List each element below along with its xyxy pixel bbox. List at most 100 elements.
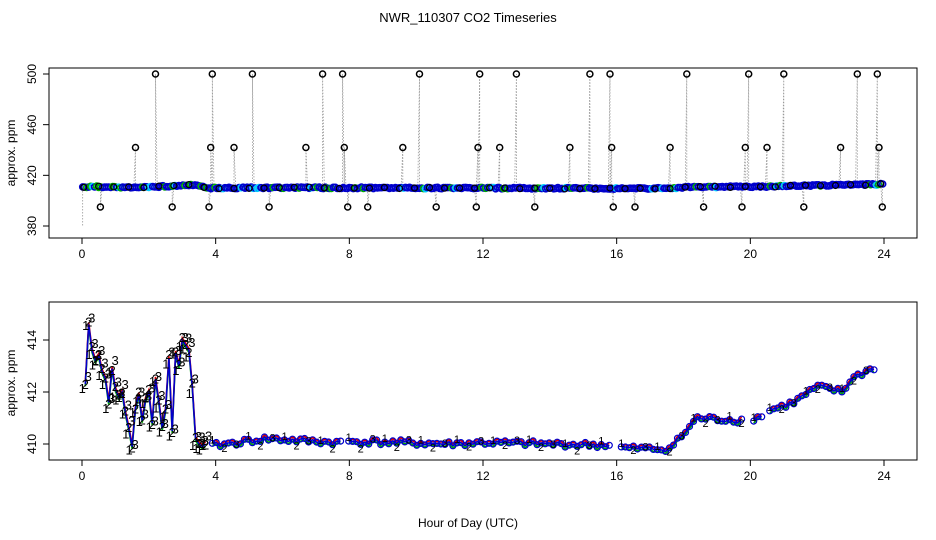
bottom-point	[220, 440, 228, 448]
top-spike-point	[666, 143, 674, 152]
bottom-point	[770, 405, 778, 413]
bottom-point	[453, 439, 461, 447]
bottom-point	[806, 385, 814, 394]
bottom-series-marker-2: 2	[430, 443, 436, 455]
bottom-series-marker-2: 2	[152, 372, 159, 387]
top-spike-point	[836, 143, 845, 152]
bottom-point	[802, 390, 810, 399]
bottom-point	[721, 417, 730, 425]
bottom-point	[357, 440, 365, 448]
bottom-point	[705, 413, 714, 421]
bottom-series-marker-1: 1	[562, 438, 568, 450]
top-raw-point	[666, 185, 674, 193]
bottom-point	[778, 401, 786, 409]
bottom-point	[485, 439, 493, 447]
bottom-y-tick-label: 412	[25, 382, 39, 402]
top-x-tick-label: 16	[610, 247, 624, 261]
bottom-point	[858, 372, 866, 380]
top-x-tick-label: 12	[476, 247, 490, 261]
bottom-series-marker-3: 3	[118, 386, 125, 401]
bottom-y-axis-label: approx. ppm	[4, 350, 18, 417]
bottom-point	[689, 417, 698, 425]
top-spike-point	[363, 203, 372, 211]
top-y-axis: 380 420 460 500	[25, 64, 50, 236]
top-x-tick-label: 20	[744, 247, 758, 261]
bottom-point	[413, 441, 421, 449]
bottom-series-marker-1: 1	[79, 381, 86, 396]
bottom-point	[425, 439, 433, 447]
top-raw-point	[441, 184, 449, 192]
bottom-series-marker-3: 3	[406, 434, 412, 446]
bottom-series-marker-1: 1	[142, 390, 149, 405]
top-spike-point	[853, 70, 862, 78]
bottom-point	[846, 378, 854, 386]
bottom-series-marker-3: 3	[198, 429, 205, 444]
bottom-point	[208, 439, 216, 447]
bottom-series-marker-2: 2	[165, 347, 172, 362]
bottom-series-marker-1: 1	[109, 389, 116, 404]
top-spike-point	[151, 70, 160, 78]
bottom-point	[224, 439, 232, 447]
top-panel: 0 4 8 12 16 20 24 380 420 460 500 approx. ppm	[4, 64, 918, 261]
top-spike-point	[531, 203, 539, 211]
top-raw-point	[501, 184, 509, 192]
top-spike-point	[206, 143, 215, 152]
bottom-series-marker-1: 1	[105, 365, 112, 380]
top-raw-point	[155, 182, 163, 190]
bottom-point	[798, 392, 806, 400]
bottom-point	[465, 439, 473, 447]
bottom-point	[417, 439, 425, 447]
top-spike-point	[699, 203, 708, 211]
bottom-series-marker-1: 1	[839, 383, 845, 395]
top-raw-point	[350, 184, 358, 192]
bottom-series-line-1	[621, 417, 743, 455]
bottom-point	[661, 447, 670, 455]
bottom-x-tick-label: 20	[744, 469, 758, 483]
bottom-point	[601, 443, 609, 451]
bottom-series-marker-2: 2	[815, 384, 821, 396]
bottom-series-marker-2: 2	[155, 393, 162, 408]
top-spike-point	[318, 70, 327, 78]
top-x-tick-label: 0	[79, 247, 86, 261]
bottom-point	[565, 441, 573, 449]
top-raw-point	[591, 185, 599, 193]
bottom-series-marker-2: 2	[574, 445, 580, 457]
bottom-series-marker-1: 1	[92, 353, 99, 368]
bottom-point	[429, 440, 437, 448]
bottom-series-marker-3: 3	[188, 335, 195, 350]
bottom-series-marker-3: 3	[165, 397, 172, 412]
top-spike-point	[878, 203, 887, 211]
bottom-point	[685, 422, 694, 431]
bottom-series-marker-3: 3	[678, 431, 684, 443]
top-spike-point	[230, 143, 238, 152]
bottom-point	[509, 438, 517, 446]
x-axis-label: Hour of Day (UTC)	[418, 516, 518, 530]
bottom-point	[838, 388, 846, 396]
bottom-series-marker-3: 3	[121, 377, 128, 392]
bottom-panel: 1231231231231231231231231231231231231231…	[4, 301, 918, 483]
top-raw-point	[786, 181, 795, 189]
bottom-series-marker-2: 2	[179, 330, 186, 345]
bottom-series-marker-2: 2	[172, 345, 179, 360]
top-raw-point	[771, 183, 780, 191]
bottom-point	[866, 365, 874, 373]
bottom-point	[766, 407, 774, 415]
top-raw-point	[80, 183, 88, 191]
top-raw-point	[846, 181, 855, 189]
bottom-point	[617, 443, 625, 451]
top-spike-point	[432, 203, 440, 211]
bottom-series-marker-1: 1	[654, 441, 660, 453]
bottom-point	[497, 438, 505, 446]
bottom-point	[236, 440, 244, 448]
top-raw-point	[275, 184, 283, 192]
bottom-series-marker-1: 1	[115, 390, 122, 405]
bottom-series-marker-1: 1	[245, 430, 251, 442]
bottom-series-marker-2: 2	[115, 388, 122, 403]
bottom-series-marker-3: 3	[158, 388, 165, 403]
bottom-series-marker-2: 2	[739, 418, 745, 430]
bottom-point	[369, 436, 377, 444]
bottom-series-marker-3: 3	[514, 435, 520, 447]
bottom-point	[280, 436, 289, 444]
bottom-point	[649, 445, 658, 453]
bottom-point	[669, 441, 678, 449]
